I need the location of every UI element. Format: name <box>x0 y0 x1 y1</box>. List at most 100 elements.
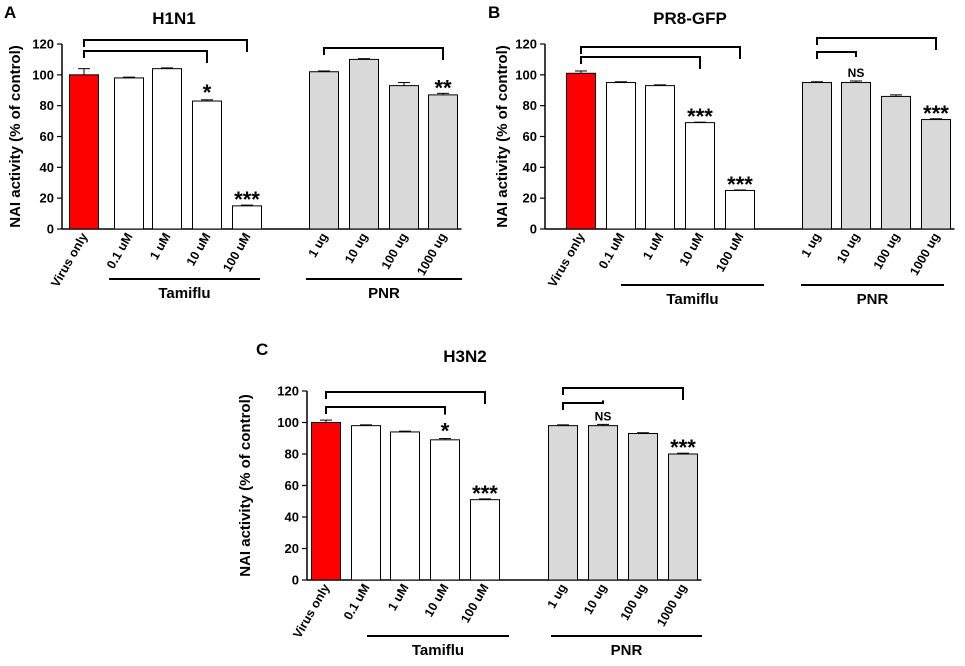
significance-bracket-c-3 <box>562 387 684 400</box>
bar-b-6 <box>841 82 871 230</box>
bar-b-8 <box>921 119 951 230</box>
category-label-a-4: 100 uM <box>220 231 253 275</box>
y-axis-label-c: NAI activity (% of control) <box>237 394 254 577</box>
bar-c-2 <box>390 431 420 581</box>
bar-b-3 <box>685 122 715 230</box>
bar-c-3 <box>430 439 460 581</box>
bar-b-4 <box>725 189 755 230</box>
category-label-b-4: 100 uM <box>713 231 746 275</box>
category-label-c-5: 1 ug <box>545 582 570 611</box>
bar-c-7 <box>628 433 658 581</box>
category-label-a-7: 100 ug <box>379 231 411 272</box>
category-label-c-1: 0.1 uM <box>341 582 373 623</box>
bar-a-2 <box>152 68 182 230</box>
category-label-c-7: 100 ug <box>618 582 650 623</box>
y-tick-label-b: 60 <box>523 129 537 144</box>
significance-bracket-a-1 <box>83 39 248 52</box>
panel-b: B PR8-GFP NAI activity (% of control) 0 20 40… <box>488 3 955 308</box>
y-tick-label-b: 100 <box>515 67 537 82</box>
group-label-a-0: Tamiflu <box>158 285 210 302</box>
chart-title-b: PR8-GFP <box>653 9 727 28</box>
y-tick-label-a: 80 <box>40 98 54 113</box>
group-label-c-1: PNR <box>611 642 643 659</box>
bar-b-0 <box>566 72 596 230</box>
group-label-b-1: PNR <box>857 291 889 308</box>
category-label-a-6: 10 ug <box>342 231 370 266</box>
significance-label-c-3: *** <box>670 435 696 460</box>
bar-a-5 <box>309 71 339 230</box>
significance-label-c-2: NS <box>595 409 612 423</box>
category-label-b-8: 1000 ug <box>907 231 942 278</box>
bar-c-1 <box>351 425 381 581</box>
category-label-c-6: 10 ug <box>581 582 609 617</box>
bar-c-4 <box>470 499 500 581</box>
significance-label-a-2: ** <box>434 75 452 100</box>
panel-a: A H1N1 NAI activity (% of control) 0 20 40 60 8… <box>4 3 462 302</box>
bar-a-8 <box>428 94 458 230</box>
panel-letter-c: C <box>256 340 268 359</box>
chart-title-a: H1N1 <box>152 9 195 28</box>
significance-bracket-b-1 <box>580 46 741 59</box>
bar-a-7 <box>389 85 419 230</box>
category-label-b-5: 1 ug <box>799 231 824 260</box>
y-tick-label-a: 120 <box>32 37 54 52</box>
significance-bracket-b-2 <box>816 51 857 59</box>
y-tick-label-c: 120 <box>277 384 299 399</box>
bar-c-6 <box>588 425 618 581</box>
category-label-a-8: 1000 ug <box>414 231 449 278</box>
y-tick-label-c: 80 <box>285 447 299 462</box>
significance-bracket-c-2 <box>562 400 604 410</box>
y-axis-label-a: NAI activity (% of control) <box>7 45 24 228</box>
category-label-b-7: 100 ug <box>871 231 903 272</box>
bar-a-1 <box>114 77 144 230</box>
significance-label-a-0: * <box>203 80 212 105</box>
significance-label-b-0: *** <box>687 104 713 129</box>
group-label-a-1: PNR <box>368 285 400 302</box>
bar-b-1 <box>606 82 636 230</box>
bar-b-7 <box>881 95 911 230</box>
category-label-c-2: 1 uM <box>385 582 411 614</box>
y-tick-label-b: 0 <box>530 222 537 237</box>
significance-bracket-c-0 <box>325 406 446 415</box>
panel-letter-a: A <box>4 3 16 22</box>
bar-b-2 <box>645 85 675 230</box>
category-label-c-4: 100 uM <box>458 582 491 626</box>
category-label-a-2: 1 uM <box>147 231 173 263</box>
panel-letter-b: B <box>488 3 500 22</box>
y-tick-label-c: 100 <box>277 415 299 430</box>
significance-label-b-3: *** <box>923 101 949 126</box>
significance-label-b-2: NS <box>848 66 865 80</box>
y-tick-label-c: 0 <box>292 573 299 588</box>
category-label-c-8: 1000 ug <box>654 582 689 629</box>
bar-c-8 <box>668 453 698 581</box>
y-tick-label-c: 20 <box>285 541 299 556</box>
y-tick-label-b: 40 <box>523 160 537 175</box>
bar-a-3 <box>192 100 222 230</box>
chart-title-c: H3N2 <box>443 347 486 366</box>
category-label-b-1: 0.1 uM <box>596 231 628 272</box>
significance-bracket-c-1 <box>325 391 486 404</box>
significance-bracket-b-3 <box>816 37 937 50</box>
significance-bracket-b-0 <box>580 56 701 69</box>
significance-bracket-a-2 <box>323 47 444 60</box>
significance-label-c-1: *** <box>472 481 498 506</box>
category-label-c-3: 10 uM <box>422 582 452 620</box>
y-tick-label-c: 40 <box>285 510 299 525</box>
y-tick-label-a: 100 <box>32 67 54 82</box>
category-label-a-0: Virus only <box>48 230 90 289</box>
category-label-b-0: Virus only <box>545 230 587 289</box>
y-tick-label-b: 80 <box>523 98 537 113</box>
y-tick-label-c: 60 <box>285 478 299 493</box>
bar-c-5 <box>548 425 578 581</box>
bar-b-5 <box>802 82 832 230</box>
bar-c-0 <box>311 422 341 581</box>
category-label-a-5: 1 ug <box>306 231 331 260</box>
group-label-b-0: Tamiflu <box>666 291 718 308</box>
panel-c: C H3N2 NAI activity (% of control) 0 20 40 60 8… <box>237 340 702 659</box>
category-label-b-2: 1 uM <box>640 231 666 263</box>
category-label-b-6: 10 ug <box>834 231 862 266</box>
y-tick-label-a: 40 <box>40 160 54 175</box>
y-tick-label-a: 20 <box>40 191 54 206</box>
bar-a-0 <box>69 74 99 230</box>
